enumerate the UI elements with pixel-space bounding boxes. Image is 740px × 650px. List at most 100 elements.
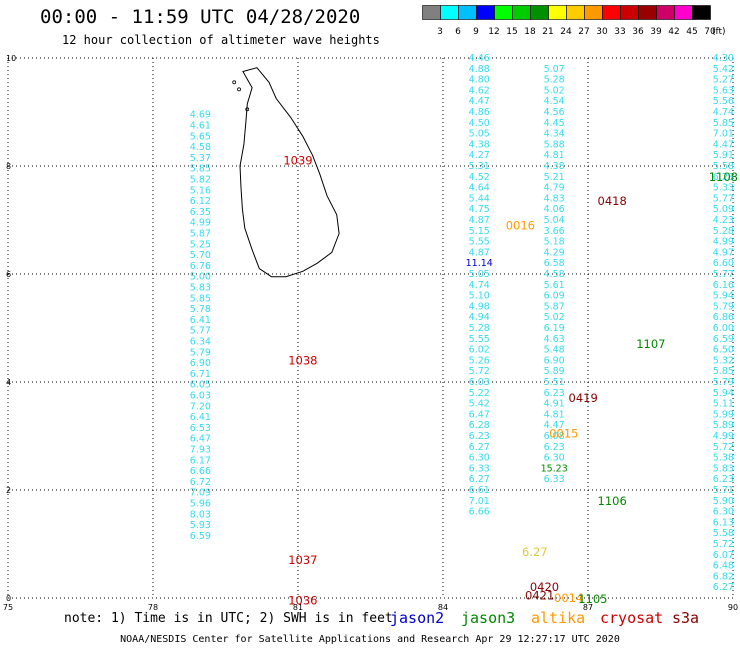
jason2-label: jason2 [390, 609, 445, 627]
wave-height-value: 6.90 [190, 358, 211, 369]
wave-height-value: 5.77 [713, 269, 734, 280]
wave-height-value: 5.05 [469, 269, 490, 280]
wave-height-value: 4.81 [544, 409, 565, 420]
wave-height-value: 5.32 [713, 355, 734, 366]
cryosat-label: cryosat [600, 609, 664, 627]
wave-height-value: 4.99 [190, 218, 211, 229]
pass-label-s3a: 0419 [569, 391, 598, 405]
lat-tick-label: 0 [6, 594, 11, 603]
coastline-islet [232, 80, 237, 85]
map-title: 00:00 - 11:59 UTC 04/28/2020 [40, 6, 361, 28]
wave-height-value: 5.51 [544, 377, 565, 388]
wave-height-value: 7.09 [190, 488, 211, 499]
legend-label-6: 6 [455, 27, 461, 37]
pass-label-s3a: 0421 [525, 588, 554, 602]
wave-height-value: 4.74 [469, 280, 490, 291]
wave-height-value: 5.02 [544, 85, 565, 96]
wave-height-value: 5.85 [713, 118, 734, 129]
wave-height-value: 5.63 [713, 85, 734, 96]
wave-height-value: 8.03 [190, 509, 211, 520]
wave-height-value: 5.79 [713, 377, 734, 388]
legend-label-9: 9 [473, 27, 479, 37]
wave-height-value: 6.07 [713, 550, 734, 561]
wave-height-value: 4.29 [544, 247, 565, 258]
track-0: 4.694.615.654.585.375.855.825.166.126.35… [190, 110, 211, 542]
wave-height-value: 5.90 [713, 496, 734, 507]
wave-height-value: 4.50 [469, 118, 490, 129]
wave-height-value: 6.09 [544, 291, 565, 302]
legend-label-45: 45 [686, 27, 697, 37]
wave-height-value: 4.97 [713, 247, 734, 258]
wave-height-value: 7.20 [190, 401, 211, 412]
pass-label-jason3: 1106 [598, 494, 627, 508]
wave-height-value: 6.23 [544, 442, 565, 453]
wave-height-value: 5.77 [713, 193, 734, 204]
wave-height-value: 4.30 [713, 53, 734, 64]
wave-height-value: 5.83 [190, 283, 211, 294]
wave-height-value: 4.45 [544, 118, 565, 129]
wave-height-value: 5.78 [190, 304, 211, 315]
wave-height-value: 5.87 [190, 229, 211, 240]
wave-height-value: 6.23 [713, 474, 734, 485]
wave-height-value: 5.26 [469, 355, 490, 366]
legend-label-27: 27 [578, 27, 589, 37]
wave-height-value: 6.50 [713, 345, 734, 356]
wave-height-value: 4.06 [544, 204, 565, 215]
wave-height-value: 5.09 [713, 204, 734, 215]
wave-height-value: 4.75 [469, 204, 490, 215]
wave-height-value: 7.93 [190, 445, 211, 456]
lon-tick-label: 75 [3, 603, 13, 612]
wave-height-value: 6.28 [469, 420, 490, 431]
wave-height-value: 6.13 [713, 517, 734, 528]
wave-height-value: 5.38 [713, 453, 734, 464]
wave-height-value: 4.63 [544, 334, 565, 345]
legend-label-12: 12 [488, 27, 499, 37]
pass-label-cryosat: 1038 [288, 353, 317, 367]
wave-height-value: 5.94 [713, 291, 734, 302]
wave-height-value: 4.87 [469, 215, 490, 226]
wave-height-value: 5.55 [469, 237, 490, 248]
pass-label-altika: 0016 [506, 218, 535, 232]
wave-height-value: 6.05 [190, 380, 211, 391]
wave-height-value: 4.99 [713, 431, 734, 442]
lat-tick-label: 6 [6, 270, 11, 279]
wave-height-value: 4.27 [469, 150, 490, 161]
wave-height-value: 5.72 [469, 366, 490, 377]
wave-height-value: 6.59 [190, 531, 211, 542]
wave-height-value: 6.66 [190, 466, 211, 477]
wave-height-value: 5.56 [713, 96, 734, 107]
jason3-label: jason3 [461, 609, 516, 627]
legend-label-18: 18 [524, 27, 536, 37]
wave-height-value: 5.28 [713, 226, 734, 237]
wave-height-value: 5.91 [713, 150, 734, 161]
wave-height-value: 6.53 [190, 423, 211, 434]
wave-height-value: 5.82 [190, 175, 211, 186]
coastline-islet [245, 107, 250, 112]
wave-height-value: 4.86 [469, 107, 490, 118]
pass-label-cryosat: 1037 [288, 553, 317, 567]
wave-height-value: 6.27 [469, 474, 490, 485]
pass-label-cryosat: 1039 [283, 154, 312, 168]
wave-height-value: 5.85 [713, 366, 734, 377]
wave-height-value: 4.91 [544, 399, 565, 410]
wave-height-value: 6.86 [713, 312, 734, 323]
pass-label-s3a: 0418 [598, 194, 627, 208]
wave-height-value: 5.85 [190, 293, 211, 304]
pass-label-altika: 0015 [549, 426, 578, 440]
wave-height-value: 4.94 [469, 312, 490, 323]
wave-height-value: 5.48 [544, 345, 565, 356]
wave-height-value: 5.28 [469, 323, 490, 334]
wave-height-value: 5.88 [544, 139, 565, 150]
lat-tick-label: 10 [6, 54, 16, 63]
legend-label-36: 36 [632, 27, 644, 37]
wave-height-value: 4.47 [469, 96, 490, 107]
wave-height-value: 11.14 [466, 258, 493, 269]
wave-height-value: 5.44 [469, 193, 490, 204]
wave-height-value: 7.01 [713, 129, 734, 140]
wave-height-value: 5.85 [190, 164, 211, 175]
lon-tick-label: 81 [293, 603, 303, 612]
wave-height-value: 5.93 [190, 520, 211, 531]
wave-height-value: 4.61 [190, 121, 211, 132]
wave-height-value: 5.18 [544, 237, 565, 248]
